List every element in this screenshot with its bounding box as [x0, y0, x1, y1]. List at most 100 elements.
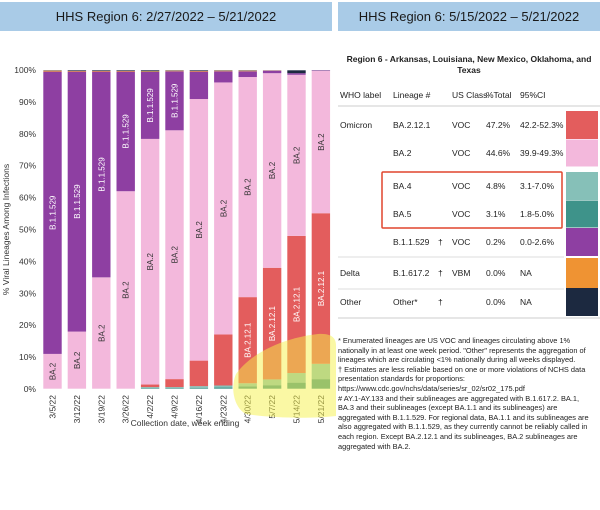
bar-segment	[262, 70, 282, 74]
bar-outline	[164, 69, 185, 390]
bar-segment	[165, 387, 184, 389]
bar-segment	[213, 334, 233, 386]
y-tick-label: 20%	[19, 320, 36, 330]
stacked-bar-chart: 0% 10% 20% 30% 40% 50% 60% 70% 80% 90% 100% % Viral…	[1, 65, 336, 428]
legend-swatch	[566, 258, 598, 288]
table-lineage: BA.5	[393, 209, 412, 219]
bar-segment	[165, 71, 184, 131]
bar-segment-label: B.1.1.529	[73, 184, 82, 219]
bar-outline	[42, 69, 63, 390]
bar-segment	[140, 384, 160, 388]
bar-segment	[43, 70, 62, 72]
y-tick-label: 40%	[19, 256, 36, 266]
bar-segment	[165, 130, 184, 380]
table-dagger: †	[438, 237, 443, 247]
bar-segment	[116, 70, 136, 72]
table-header-cell: WHO label	[340, 90, 381, 100]
table-percent: 0.0%	[486, 297, 506, 307]
bar-outline	[91, 69, 112, 390]
bar-segment	[213, 82, 233, 335]
bar-segment	[189, 71, 209, 100]
table-class: VOC	[452, 120, 470, 130]
region-title: Region 6 - Arkansas, Louisiana, New Mexi…	[346, 54, 592, 75]
bar-segment	[116, 70, 136, 71]
y-tick-label: 30%	[19, 288, 36, 298]
y-tick-label: 80%	[19, 129, 36, 139]
table-percent: 0.0%	[486, 268, 506, 278]
bar-segment	[67, 70, 87, 72]
table-header-cell: %Total	[486, 90, 512, 100]
bar-segment	[140, 70, 160, 72]
footnote-dagger: † Estimates are less reliable based on o…	[338, 364, 586, 393]
legend-swatch	[566, 111, 598, 139]
bar-outline	[213, 69, 234, 390]
left-header-text: HHS Region 6: 2/27/2022 – 5/21/2022	[55, 9, 277, 24]
right-panel-header: HHS Region 6: 5/15/2022 – 5/21/2022	[338, 2, 600, 31]
legend-swatch	[566, 228, 598, 256]
bar-segment	[287, 70, 306, 74]
table-ci: NA	[520, 297, 532, 307]
highlight-annotation	[233, 333, 336, 418]
table-class: VOC	[452, 181, 470, 191]
bar-segment	[165, 70, 184, 72]
table-ci: NA	[520, 268, 532, 278]
table-class: VOC	[452, 148, 470, 158]
highlight-box	[381, 171, 563, 229]
bar-outline	[67, 69, 87, 390]
footnotes: * Enumerated lineages are US VOC and lin…	[338, 336, 596, 451]
bar-segment-label: B.1.1.529	[171, 83, 180, 118]
bar-segment	[43, 353, 62, 389]
bar-outline	[115, 69, 136, 390]
bar-segment	[213, 71, 233, 83]
bar-segment	[140, 387, 160, 389]
bar-segment	[189, 99, 209, 361]
y-tick-label: 10%	[19, 352, 36, 362]
bar-segment	[238, 70, 258, 72]
legend-swatch	[566, 139, 598, 167]
bar-segment	[213, 70, 233, 72]
bar-segment	[91, 71, 111, 278]
table-header-cell: Lineage #	[393, 90, 431, 100]
bar-segment	[189, 360, 209, 387]
bar-segment	[140, 71, 160, 72]
table-ci: 1.8-5.0%	[520, 209, 554, 219]
table-header-cell: US Class	[452, 90, 487, 100]
bar-segment-label: BA.2	[293, 146, 302, 164]
bar-segment	[165, 70, 184, 71]
table-header-cell: 95%CI	[520, 90, 546, 100]
legend-swatch	[566, 288, 598, 316]
footnote-asterisk: * Enumerated lineages are US VOC and lin…	[338, 336, 586, 365]
x-tick-label: 3/5/22	[48, 395, 58, 419]
bar-segment-label: BA.2.12.1	[244, 322, 253, 358]
bar-segment	[213, 70, 233, 71]
y-tick-label: 50%	[19, 225, 36, 235]
bar-segment-label: BA.2.12.1	[293, 286, 302, 322]
table-class: VOC	[452, 237, 470, 247]
right-header-text: HHS Region 6: 5/15/2022 – 5/21/2022	[358, 9, 580, 24]
bar-segment	[213, 387, 233, 389]
bar-segment	[116, 191, 136, 389]
x-axis-title: Collection date, week ending	[131, 418, 240, 428]
bar-segment	[91, 277, 111, 389]
table-percent: 0.2%	[486, 237, 506, 247]
legend-swatch	[566, 200, 598, 228]
y-tick-label: 90%	[19, 97, 36, 107]
bar-segment	[311, 213, 331, 364]
bar-segment	[287, 73, 306, 75]
bar-outline	[140, 69, 160, 390]
bar-segment-label: B.1.1.529	[49, 195, 58, 230]
bar-segment	[43, 70, 62, 71]
bar-segment	[91, 70, 111, 72]
x-tick-label: 3/26/22	[121, 395, 131, 424]
bar-segment-label: BA.2	[268, 161, 277, 179]
table-lineage: BA.2	[393, 148, 412, 158]
bar-segment	[189, 386, 209, 388]
y-tick-label: 60%	[19, 193, 36, 203]
x-tick-label: 4/23/22	[218, 395, 228, 424]
bar-segment	[67, 71, 87, 332]
table-percent: 4.8%	[486, 181, 506, 191]
bar-segment-label: BA.2	[244, 178, 253, 196]
bar-segment-label: B.1.1.529	[146, 88, 155, 123]
table-ci: 3.1-7.0%	[520, 181, 554, 191]
bar-segment-label: BA.2	[97, 324, 106, 342]
